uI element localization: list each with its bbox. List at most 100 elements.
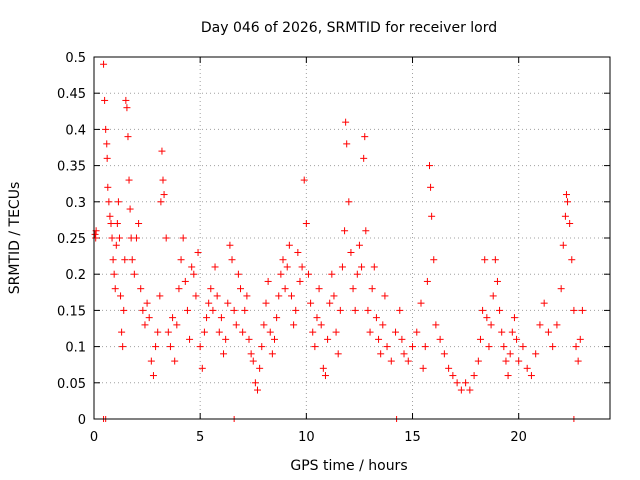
data-point bbox=[307, 299, 315, 307]
data-point bbox=[149, 372, 157, 380]
data-point bbox=[211, 263, 219, 271]
y-tick-label: 0 bbox=[78, 413, 86, 428]
data-point bbox=[561, 212, 569, 220]
data-point bbox=[260, 321, 268, 329]
data-point bbox=[343, 140, 351, 148]
data-point bbox=[147, 357, 155, 365]
data-point bbox=[483, 314, 491, 322]
data-point bbox=[328, 270, 336, 278]
data-point bbox=[498, 328, 506, 336]
data-point bbox=[118, 328, 126, 336]
data-point bbox=[121, 256, 129, 264]
data-point bbox=[145, 314, 153, 322]
data-point bbox=[349, 285, 357, 293]
data-point bbox=[273, 314, 281, 322]
data-point bbox=[508, 328, 516, 336]
data-point bbox=[564, 198, 572, 206]
y-axis-title: SRMTID / TECUs bbox=[7, 182, 23, 295]
data-point bbox=[262, 299, 270, 307]
data-point bbox=[319, 364, 327, 372]
data-point bbox=[113, 220, 121, 228]
data-point bbox=[568, 256, 576, 264]
data-point bbox=[109, 256, 117, 264]
data-point bbox=[549, 343, 557, 351]
data-point bbox=[249, 357, 257, 365]
data-point bbox=[324, 335, 332, 343]
data-point bbox=[570, 306, 578, 314]
data-point bbox=[247, 350, 255, 358]
data-point bbox=[462, 379, 470, 387]
data-point bbox=[510, 314, 518, 322]
data-point bbox=[311, 343, 319, 351]
x-tick-label: 0 bbox=[90, 430, 98, 445]
data-point bbox=[457, 386, 465, 394]
data-point bbox=[296, 277, 304, 285]
data-point bbox=[91, 230, 99, 238]
data-point bbox=[126, 205, 134, 213]
data-point bbox=[92, 234, 100, 242]
data-point bbox=[287, 292, 295, 300]
data-point bbox=[506, 350, 514, 358]
y-tick-label: 0.2 bbox=[65, 268, 86, 283]
data-point bbox=[224, 299, 232, 307]
data-point bbox=[117, 292, 125, 300]
data-point bbox=[137, 285, 145, 293]
data-point bbox=[108, 234, 116, 242]
data-point bbox=[400, 350, 408, 358]
data-point bbox=[143, 299, 151, 307]
data-point bbox=[251, 379, 259, 387]
data-point bbox=[368, 285, 376, 293]
data-point bbox=[476, 335, 484, 343]
data-point bbox=[125, 176, 133, 184]
data-point bbox=[513, 335, 521, 343]
data-point bbox=[159, 176, 167, 184]
data-point bbox=[449, 372, 457, 380]
data-point bbox=[493, 277, 501, 285]
data-point bbox=[230, 306, 238, 314]
data-point bbox=[489, 292, 497, 300]
data-point bbox=[106, 212, 114, 220]
data-point bbox=[392, 328, 400, 336]
data-point bbox=[154, 328, 162, 336]
y-tick-label: 0.3 bbox=[65, 196, 86, 211]
x-tick-label: 15 bbox=[404, 430, 421, 445]
data-point bbox=[203, 314, 211, 322]
data-point bbox=[553, 321, 561, 329]
data-point bbox=[396, 306, 404, 314]
data-point bbox=[562, 191, 570, 199]
data-point bbox=[222, 335, 230, 343]
data-point bbox=[432, 321, 440, 329]
data-point bbox=[576, 335, 584, 343]
data-point bbox=[419, 364, 427, 372]
data-point bbox=[285, 241, 293, 249]
data-point bbox=[360, 154, 368, 162]
data-point bbox=[171, 357, 179, 365]
data-point bbox=[502, 357, 510, 365]
data-point bbox=[398, 335, 406, 343]
data-point bbox=[220, 350, 228, 358]
data-point bbox=[326, 299, 334, 307]
data-point bbox=[370, 263, 378, 271]
data-point bbox=[572, 343, 580, 351]
data-point bbox=[111, 285, 119, 293]
data-point bbox=[275, 292, 283, 300]
data-point bbox=[132, 234, 140, 242]
data-point bbox=[341, 227, 349, 235]
data-point bbox=[239, 328, 247, 336]
data-point bbox=[345, 198, 353, 206]
data-point bbox=[157, 198, 165, 206]
data-point bbox=[188, 263, 196, 271]
data-point bbox=[175, 285, 183, 293]
data-point bbox=[500, 343, 508, 351]
data-point bbox=[128, 256, 136, 264]
data-point bbox=[353, 270, 361, 278]
data-point bbox=[515, 357, 523, 365]
x-tick-label: 20 bbox=[510, 430, 527, 445]
data-point bbox=[283, 263, 291, 271]
data-point bbox=[294, 248, 302, 256]
data-point bbox=[578, 306, 586, 314]
data-point bbox=[237, 285, 245, 293]
data-point bbox=[102, 125, 110, 133]
data-point bbox=[266, 328, 274, 336]
data-point bbox=[383, 343, 391, 351]
